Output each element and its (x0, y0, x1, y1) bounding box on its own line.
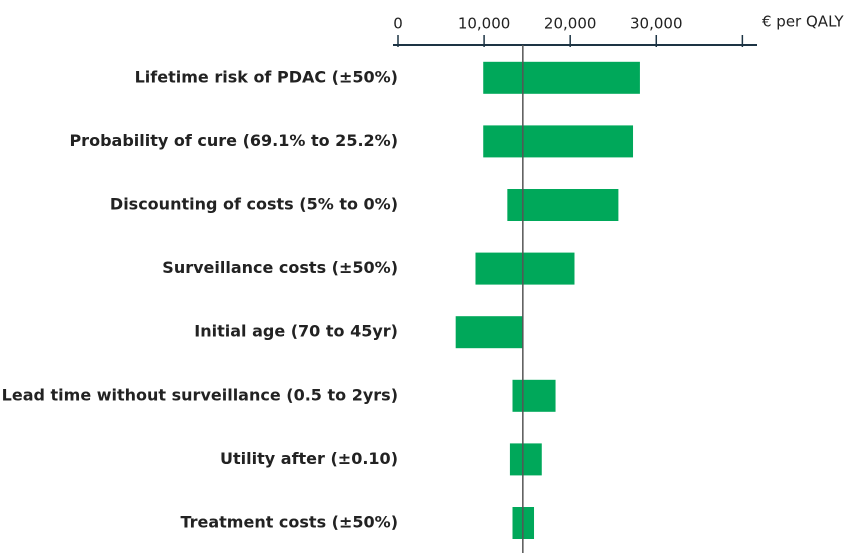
category-label: Treatment costs (±50%) (180, 513, 398, 532)
bar (509, 443, 542, 476)
bar (483, 125, 634, 158)
bar (483, 61, 640, 94)
x-tick-label: 10,000 (458, 15, 511, 33)
category-label: Surveillance costs (±50%) (162, 258, 398, 277)
bar (455, 316, 523, 349)
x-axis-label: € per QALY (762, 13, 844, 31)
bar (475, 252, 575, 285)
category-label: Utility after (±0.10) (220, 449, 398, 468)
category-label: Probability of cure (69.1% to 25.2%) (69, 131, 398, 150)
category-label: Initial age (70 to 45yr) (194, 322, 398, 341)
x-tick-label: 30,000 (630, 15, 683, 33)
bar (507, 189, 619, 221)
category-label: Lead time without surveillance (0.5 to 2… (2, 385, 398, 404)
x-tick-label: 20,000 (544, 15, 597, 33)
bar (512, 379, 556, 412)
x-tick-label: 0 (393, 15, 403, 33)
category-label: Lifetime risk of PDAC (±50%) (135, 67, 398, 86)
category-label: Discounting of costs (5% to 0%) (110, 195, 398, 214)
